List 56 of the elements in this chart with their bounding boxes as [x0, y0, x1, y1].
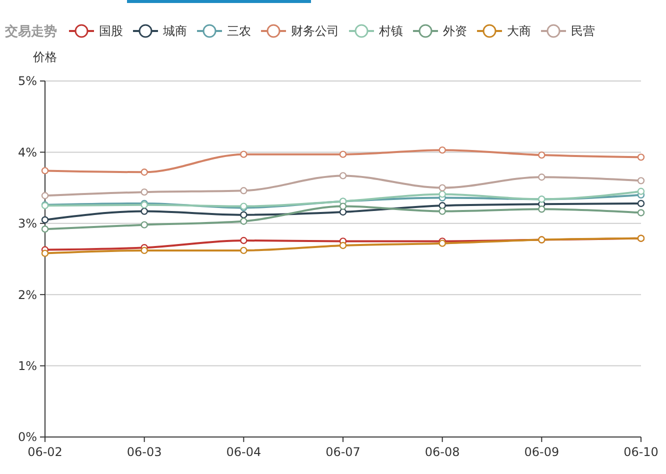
- x-tick-label: 06-03: [126, 445, 162, 460]
- point: [41, 225, 49, 233]
- point: [438, 190, 446, 198]
- point: [240, 246, 248, 254]
- y-tick-label: 4%: [18, 145, 37, 160]
- point: [339, 150, 347, 158]
- point: [240, 187, 248, 194]
- y-tick-label: 2%: [18, 288, 37, 302]
- legend-label: 财务公司: [291, 24, 339, 38]
- x-tick-label: 06-07: [326, 445, 360, 460]
- point: [637, 177, 645, 184]
- point: [339, 202, 347, 210]
- y-tick-label: 0%: [18, 430, 37, 444]
- point: [339, 242, 347, 250]
- point: [140, 246, 148, 254]
- point: [140, 168, 148, 176]
- legend-label: 民营: [571, 24, 595, 38]
- x-tick-label: 06-08: [424, 445, 460, 460]
- point: [140, 221, 148, 228]
- legend-title: 交易走势: [4, 24, 57, 40]
- x-tick-label: 06-02: [28, 445, 62, 460]
- point: [41, 216, 49, 224]
- point: [637, 209, 645, 216]
- point: [240, 211, 248, 218]
- point: [339, 172, 347, 180]
- point: [41, 250, 49, 257]
- point: [240, 236, 248, 244]
- legend-label: 村镇: [378, 24, 403, 38]
- legend-label: 三农: [227, 24, 251, 38]
- point: [438, 202, 446, 210]
- legend-label: 国股: [99, 24, 123, 38]
- point: [538, 151, 546, 159]
- y-tick-label: 5%: [18, 74, 37, 88]
- point: [538, 206, 546, 213]
- point: [140, 208, 148, 215]
- point: [140, 188, 148, 196]
- y-tick-label: 3%: [18, 216, 37, 231]
- point: [438, 184, 446, 192]
- y-axis-title: 价格: [32, 50, 57, 64]
- point: [538, 174, 546, 181]
- point: [637, 200, 645, 208]
- point: [240, 218, 248, 225]
- point: [637, 188, 645, 195]
- x-tick-label: 06-10: [624, 445, 658, 460]
- x-tick-label: 06-09: [524, 445, 560, 460]
- legend-label: 城商: [162, 24, 187, 38]
- legend-label: 外资: [443, 24, 467, 38]
- legend-label: 大商: [507, 24, 531, 38]
- point: [637, 154, 645, 161]
- point: [438, 146, 446, 154]
- point: [41, 167, 49, 174]
- point: [240, 150, 248, 158]
- point: [41, 192, 49, 200]
- point: [438, 208, 446, 215]
- y-tick-label: 1%: [18, 359, 37, 373]
- x-tick-label: 06-04: [226, 445, 262, 460]
